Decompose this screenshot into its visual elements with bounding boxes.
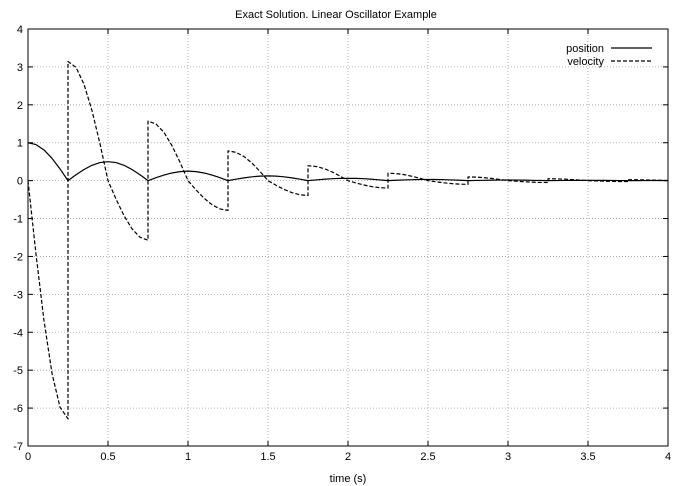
y-tick-label: -5 xyxy=(13,365,23,377)
x-tick-label: 0.5 xyxy=(100,451,115,463)
x-tick-label: 2 xyxy=(345,451,351,463)
legend-label-position: position xyxy=(566,43,604,55)
grid-lines xyxy=(28,29,668,446)
y-tick-label: 1 xyxy=(17,138,23,150)
axis-ticks: 0 0.5 1 1.5 2 2.5 3 3.5 4 -7 -6 -5 -4 -3 -2 -1 0 1 2 3 4 xyxy=(13,24,671,463)
x-tick-label: 2.5 xyxy=(420,451,435,463)
y-tick-label: -3 xyxy=(13,289,23,301)
y-tick-label: 3 xyxy=(17,62,23,74)
series-lines xyxy=(27,60,669,420)
series-line-position xyxy=(27,142,668,182)
chart-title: Exact Solution. Linear Oscillator Exampl… xyxy=(235,9,437,21)
legend-label-velocity: velocity xyxy=(567,56,604,68)
y-tick-label: 4 xyxy=(17,24,23,36)
x-tick-label: 1 xyxy=(185,451,191,463)
y-tick-label: -1 xyxy=(13,214,23,226)
x-tick-label: 1.5 xyxy=(260,451,275,463)
x-tick-label: 3 xyxy=(505,451,511,463)
y-tick-label: -7 xyxy=(13,441,23,453)
y-tick-label: -2 xyxy=(13,251,23,263)
x-axis-label: time (s) xyxy=(330,473,367,485)
x-tick-label: 4 xyxy=(665,451,671,463)
y-tick-label: -4 xyxy=(13,327,23,339)
x-tick-label: 0 xyxy=(25,451,31,463)
y-tick-label: -6 xyxy=(13,403,23,415)
series-line-velocity xyxy=(27,60,669,420)
y-tick-label: 2 xyxy=(17,100,23,112)
x-tick-label: 3.5 xyxy=(580,451,595,463)
y-tick-label: 0 xyxy=(17,176,23,188)
